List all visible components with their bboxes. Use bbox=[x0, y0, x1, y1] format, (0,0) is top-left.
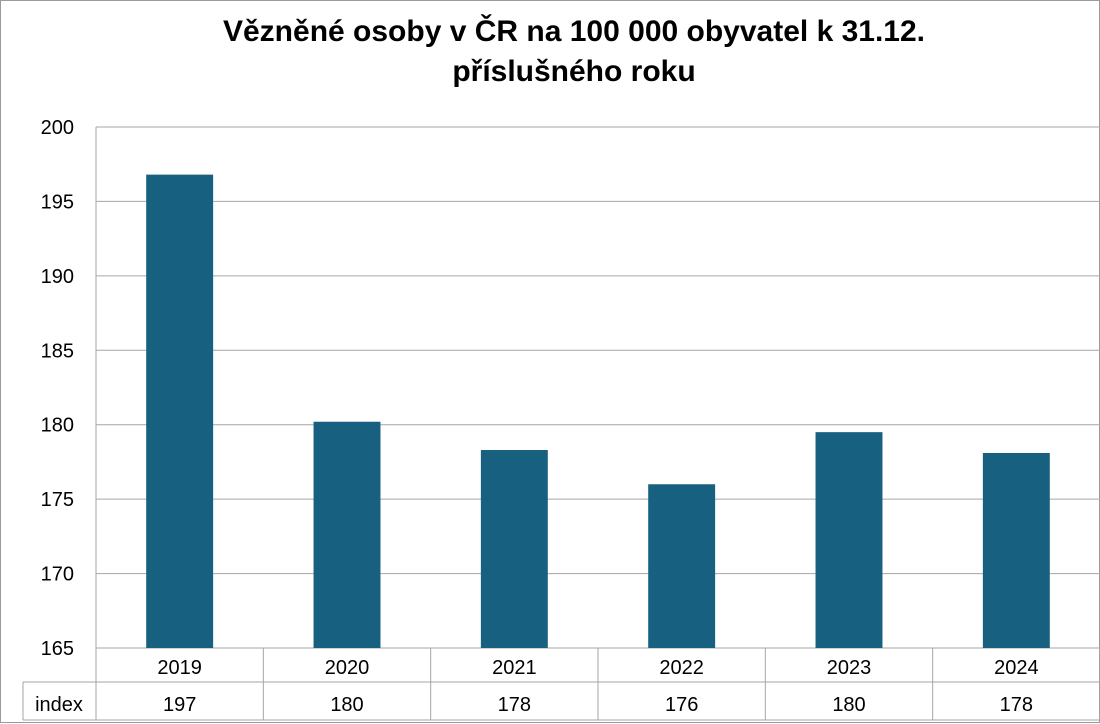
x-tick-label: 2022 bbox=[659, 657, 704, 679]
chart-title: Vězněné osoby v ČR na 100 000 obyvatel k… bbox=[223, 14, 925, 48]
table-row-label: index bbox=[35, 694, 83, 716]
index-value: 176 bbox=[665, 694, 698, 716]
index-value: 180 bbox=[832, 694, 865, 716]
y-tick-label: 200 bbox=[41, 117, 74, 139]
x-tick-label: 2023 bbox=[827, 657, 872, 679]
x-tick-label: 2024 bbox=[994, 657, 1039, 679]
bar-2022 bbox=[648, 484, 716, 648]
bar-2019 bbox=[146, 174, 214, 649]
bar-2023 bbox=[815, 432, 883, 648]
data-table: index 2019 197 2020 180 2021 178 2022 176 2023 18… bbox=[22, 127, 1100, 721]
bars bbox=[146, 174, 1050, 649]
gridlines bbox=[96, 126, 1100, 649]
y-tick-label: 180 bbox=[41, 415, 74, 437]
bar-2020 bbox=[313, 421, 381, 648]
y-tick-label: 195 bbox=[41, 191, 74, 213]
bar-2024 bbox=[982, 452, 1050, 648]
y-tick-label: 185 bbox=[41, 340, 74, 362]
index-value: 178 bbox=[1000, 694, 1033, 716]
x-tick-label: 2019 bbox=[157, 657, 202, 679]
index-value: 180 bbox=[330, 694, 363, 716]
y-tick-label: 165 bbox=[41, 638, 74, 660]
chart-title-line-2: příslušného roku bbox=[452, 55, 695, 88]
y-axis-ticks: 165 170 175 180 185 190 195 200 bbox=[41, 117, 74, 660]
x-tick-label: 2020 bbox=[325, 657, 370, 679]
x-tick-label: 2021 bbox=[492, 657, 537, 679]
index-value: 197 bbox=[163, 694, 196, 716]
bar-2021 bbox=[480, 450, 548, 648]
index-value: 178 bbox=[498, 694, 531, 716]
y-tick-label: 170 bbox=[41, 564, 74, 586]
y-tick-label: 190 bbox=[41, 266, 74, 288]
y-tick-label: 175 bbox=[41, 489, 74, 511]
